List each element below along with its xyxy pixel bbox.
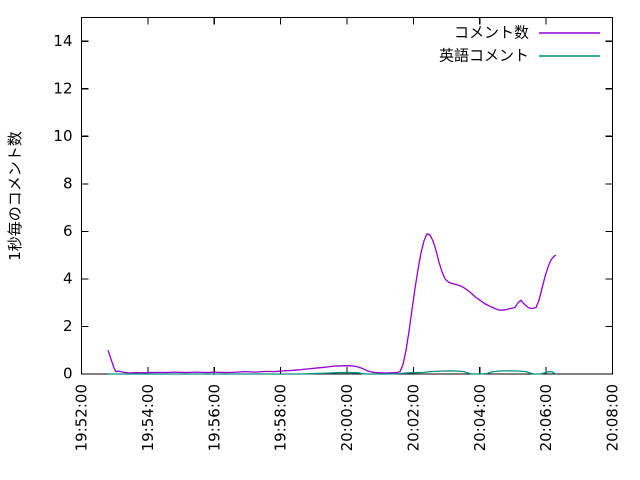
data-series-group [107,233,557,375]
y-tick-label: 10 [53,127,72,145]
y-tick-label: 0 [63,365,73,383]
y-tick-label: 12 [53,79,72,97]
y-axis-title: 1秒毎のコメント数 [6,131,24,261]
series-line-comment-count [107,233,557,374]
x-axis-tick-labels: 19:52:00 19:54:00 19:56:00 19:58:00 20:00:00… [73,384,622,451]
x-tick-label: 19:52:00 [73,384,91,451]
y-tick-label: 2 [63,317,73,335]
x-tick-label: 20:08:00 [604,384,622,451]
x-tick-label: 19:54:00 [139,384,157,451]
series-line-english-comment [108,370,557,375]
x-tick-label: 20:06:00 [537,384,555,451]
legend-label-0: コメント数 [454,24,529,42]
y-tick-label: 4 [63,269,73,287]
y-tick-label: 14 [53,32,72,50]
legend-label-1: 英語コメント [439,47,529,65]
y-tick-label: 6 [63,222,73,240]
x-tick-label: 20:04:00 [471,384,489,451]
x-tick-label: 19:56:00 [205,384,223,451]
x-tick-label: 20:02:00 [404,384,422,451]
y-axis-ticks [81,40,613,375]
x-tick-label: 20:00:00 [338,384,356,451]
y-tick-label: 8 [63,174,73,192]
y-axis-tick-labels: 0 2 4 6 8 10 12 14 [53,32,72,383]
x-tick-label: 19:58:00 [272,384,290,451]
